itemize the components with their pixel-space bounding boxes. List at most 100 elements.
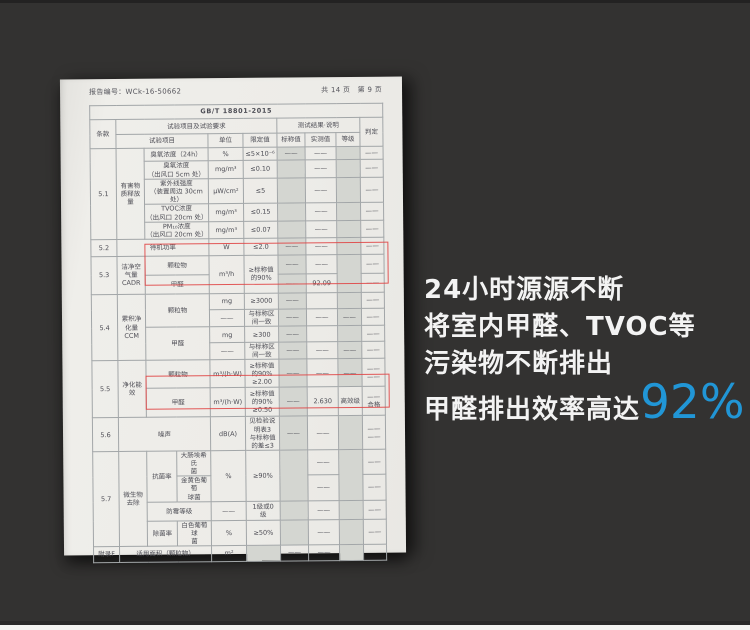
table-row: 附录F 适用面积（颗粒物） m² —— —— — [93, 544, 387, 563]
table-cell: —— — [307, 474, 340, 501]
table-cell: 颗粒物 — [145, 360, 211, 389]
table-cell: —— — [361, 325, 385, 342]
table-cell: 微生物 去除 — [118, 451, 148, 547]
marketing-line-1: 24小时源源不断 — [424, 275, 625, 305]
table-cell: ≤5 — [243, 178, 278, 204]
table-cell: —— —— — [362, 415, 386, 450]
table-cell: ≥3000 — [244, 292, 279, 310]
table-cell — [336, 220, 361, 238]
table-cell: —— — [277, 146, 306, 161]
table-cell: —— — [362, 449, 386, 475]
table-cell: 甲醛 — [145, 326, 210, 361]
table-cell: 单位 — [207, 133, 244, 148]
table-cell: —— — [362, 474, 387, 500]
table-cell — [306, 325, 338, 342]
table-cell: 洁净空气量 CADR — [116, 256, 146, 295]
table-cell: 2.630 — [307, 386, 339, 417]
efficiency-percent: 92% — [640, 375, 745, 430]
table-cell: —— — [305, 254, 338, 274]
table-cell: 条款 — [89, 119, 117, 149]
table-cell: —— — [337, 308, 362, 326]
table-cell: 颗粒物 — [145, 293, 210, 328]
table-cell: 防霉等级 — [147, 501, 212, 521]
table-cell: —— 合格 — [362, 386, 386, 416]
marketing-line-2: 将室内甲醛、TVOC等 — [424, 312, 696, 342]
table-cell: —— — [277, 237, 306, 255]
table-cell: 标称值 — [276, 132, 306, 148]
table-cell: —— — [278, 292, 307, 309]
table-cell: 大肠埃希氏 菌 — [176, 450, 211, 477]
table-cell — [336, 202, 361, 221]
table-cell: —— — [305, 237, 337, 255]
table-row: 5.3 洁净空气量 CADR 颗粒物 m³/h ≥标称值 的90% —— —— —— — [90, 254, 385, 295]
table-cell: —— — [278, 325, 307, 343]
table-cell: 等级 — [335, 132, 361, 147]
table-cell: m³/(h·W) — [209, 359, 246, 389]
table-cell: —— — [307, 415, 339, 450]
table-cell: —— — [360, 177, 384, 203]
table-cell: dB(A) — [210, 416, 246, 451]
table-cell: 臭氧浓度 （出风口 5cm 处） — [144, 160, 209, 180]
top-border-strip — [0, 0, 750, 3]
table-cell: —— — [308, 519, 340, 545]
table-cell: 与标称区 间一致 — [244, 308, 279, 327]
table-cell: —— — [361, 292, 385, 309]
table-cell — [336, 177, 361, 203]
table-cell — [338, 449, 364, 501]
table-cell — [279, 449, 309, 501]
table-cell: —— — [306, 358, 339, 388]
table-cell: 适用面积（颗粒物） — [119, 545, 212, 563]
table-row: 5.7 微生物 去除 抗菌率 大肠埃希氏 菌% ≥90% —— —— — [92, 449, 386, 547]
table-cell: —— — [305, 146, 337, 160]
table-cell: 5.7 — [92, 451, 120, 547]
table-cell: 甲醛 — [146, 388, 211, 418]
table-cell: ≥300 — [244, 326, 279, 343]
table-cell — [339, 499, 364, 520]
table-cell — [336, 146, 361, 160]
table-cell: —— — [363, 518, 387, 545]
table-cell: ≥标称值 的90% ≥2.00 — [244, 359, 280, 388]
marketing-line-3: 污染物不断排出 — [424, 349, 614, 379]
table-cell — [338, 415, 363, 450]
table-cell: 臭氧浓度（24h） — [144, 147, 209, 162]
table-cell: 试验项目 — [115, 133, 209, 149]
table-cell: 5.3 — [90, 256, 118, 295]
table-cell: —— — [305, 202, 337, 221]
table-cell: 有害物质释放量 — [116, 148, 145, 240]
table-cell: 测试结果·说明 — [276, 117, 360, 134]
table-cell: 抗菌率 — [146, 450, 178, 502]
table-cell: 除菌率 — [147, 520, 178, 547]
table-cell: ≤0.10 — [243, 160, 278, 179]
table-cell: —— — [279, 387, 308, 417]
table-cell: —— — [305, 177, 337, 204]
table-cell: —— — [361, 341, 385, 359]
table-cell: —— — [280, 544, 309, 562]
table-cell: m³/h — [208, 255, 245, 294]
table-cell: ≤0.07 — [243, 220, 278, 239]
table-cell: —— —— — [361, 358, 386, 387]
table-cell — [337, 325, 362, 342]
table-cell: —— — [279, 416, 308, 450]
table-cell: —— — [209, 309, 245, 327]
table-cell: —— — [305, 159, 337, 178]
table-cell: 5.1 — [90, 148, 117, 240]
bottom-white-strip — [0, 625, 750, 630]
table-row: 5.6 噪声 dB(A) 见检验说 明表3 与标称值 的差≤3 —— —— —— —— — [92, 415, 386, 452]
report-number: 报告编号：WCk-16-50662 — [89, 87, 182, 97]
table-cell: 5.6 — [92, 417, 119, 452]
table-cell: —— — [360, 237, 385, 255]
bottom-border-line — [0, 621, 750, 625]
table-cell: mg — [209, 293, 245, 310]
table-cell: —— — [278, 308, 307, 327]
table-cell: 5.4 — [91, 294, 118, 362]
table-cell: —— — [278, 359, 308, 388]
table-cell — [280, 519, 309, 546]
table-cell: 高效级 — [338, 386, 363, 416]
table-row: 5.5 净化能效 颗粒物 m³/(h·W) ≥标称值 的90% ≥2.00 —— —— —— —… — [91, 358, 386, 419]
table-cell: 见检验说 明表3 与标称值 的差≤3 — [245, 416, 280, 451]
table-cell — [363, 544, 387, 561]
table-cell: ≥标称值 的90% ≥0.50 — [245, 387, 280, 417]
table-cell: 累积净化量 CCM — [117, 294, 146, 361]
table-cell: —— — [305, 220, 337, 238]
